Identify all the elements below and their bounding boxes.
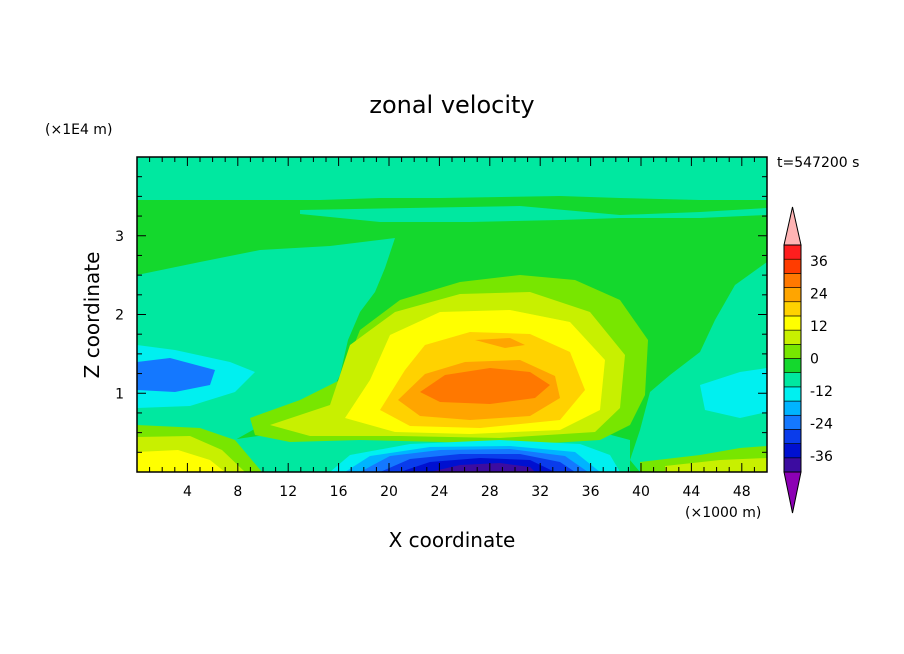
y-unit-label: (×1E4 m) xyxy=(45,122,112,138)
y-tick-label: 3 xyxy=(115,229,124,245)
contour-band xyxy=(420,368,550,404)
x-unit-label: (×1000 m) xyxy=(685,505,761,521)
colorbar-swatch xyxy=(783,358,802,373)
x-tick-label: 48 xyxy=(733,484,751,500)
colorbar-swatch xyxy=(783,258,802,274)
colorbar-swatch xyxy=(783,443,802,459)
y-tick-label: 1 xyxy=(115,386,124,402)
y-axis-label: Z coordinate xyxy=(80,252,104,379)
colorbar-label: 0 xyxy=(810,352,819,368)
colorbar-swatch xyxy=(783,344,802,359)
x-axis-label: X coordinate xyxy=(389,528,516,552)
contour-band xyxy=(300,206,767,222)
colorbar xyxy=(783,206,802,514)
colorbar-extend-min xyxy=(783,471,802,514)
x-tick-label: 24 xyxy=(430,484,448,500)
colorbar-label: -12 xyxy=(810,384,833,400)
colorbar-frame xyxy=(783,244,802,473)
x-tick-label: 16 xyxy=(330,484,348,500)
colorbar-label: 12 xyxy=(810,319,828,335)
colorbar-swatch xyxy=(783,372,802,388)
colorbar-swatch xyxy=(783,429,802,444)
colorbar-swatch xyxy=(783,287,802,303)
colorbar-label: -36 xyxy=(810,449,833,465)
colorbar-label: -24 xyxy=(810,416,833,432)
colorbar-labels: 36 24 12 0 -12 -24 -36 xyxy=(810,254,833,465)
colorbar-extend-max xyxy=(783,206,802,246)
colorbar-swatch xyxy=(783,414,802,430)
contour-band xyxy=(137,358,215,392)
y-tick-label: 2 xyxy=(115,308,124,324)
contour-band xyxy=(630,262,767,472)
colorbar-swatch xyxy=(783,329,802,345)
axis-ticks xyxy=(137,157,767,472)
colorbar-swatch xyxy=(783,273,802,288)
contour-band xyxy=(430,463,535,472)
contour-band xyxy=(700,368,767,418)
x-tick-label: 4 xyxy=(183,484,192,500)
colorbar-swatch xyxy=(783,457,802,473)
colorbar-swatch xyxy=(783,315,802,331)
contour-band xyxy=(137,450,225,472)
x-tick-label: 8 xyxy=(233,484,242,500)
colorbar-label: 24 xyxy=(810,287,828,303)
colorbar-swatch xyxy=(783,244,802,260)
x-tick-label: 36 xyxy=(582,484,600,500)
contour-band xyxy=(475,338,525,348)
x-tick-label: 32 xyxy=(531,484,549,500)
contour-field xyxy=(137,157,767,472)
time-label: t=547200 s xyxy=(777,155,859,171)
colorbar-label: 36 xyxy=(810,254,828,270)
x-tick-label: 12 xyxy=(279,484,297,500)
chart-title: zonal velocity xyxy=(369,91,534,119)
x-tick-label: 28 xyxy=(481,484,499,500)
x-tick-labels: 4 8 12 16 20 24 28 32 36 40 44 48 xyxy=(183,484,751,500)
colorbar-swatch xyxy=(783,400,802,416)
x-tick-label: 20 xyxy=(380,484,398,500)
x-tick-label: 40 xyxy=(632,484,650,500)
colorbar-swatch xyxy=(783,386,802,402)
contour-band xyxy=(137,157,767,200)
y-tick-labels: 1 2 3 xyxy=(115,229,124,403)
colorbar-swatch xyxy=(783,301,802,317)
x-tick-label: 44 xyxy=(682,484,700,500)
